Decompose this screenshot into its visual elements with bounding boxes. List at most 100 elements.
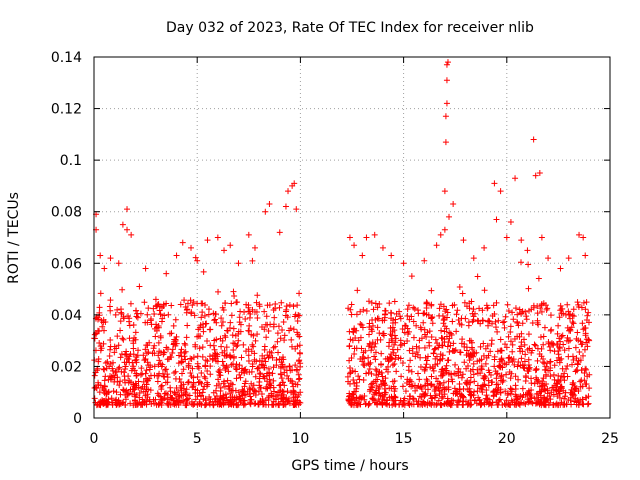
data-point [417, 383, 424, 390]
data-point [443, 100, 450, 107]
data-point [567, 327, 574, 334]
data-point [180, 366, 187, 373]
data-point [271, 314, 278, 321]
data-point [192, 343, 199, 350]
data-point [385, 358, 392, 365]
data-point [204, 367, 211, 374]
data-point [433, 242, 440, 249]
data-point [421, 344, 428, 351]
data-point [565, 308, 572, 315]
data-point [521, 358, 528, 365]
data-point [215, 288, 222, 295]
data-point [151, 342, 158, 349]
data-point [270, 344, 277, 351]
data-point [511, 336, 518, 343]
data-point [517, 348, 524, 355]
y-tick-label: 0.02 [51, 359, 82, 375]
data-point [106, 352, 113, 359]
data-point [251, 400, 258, 407]
data-point [142, 356, 149, 363]
data-point [196, 345, 203, 352]
data-point [475, 318, 482, 325]
data-point [538, 308, 545, 315]
data-point [272, 343, 279, 350]
data-point [421, 257, 428, 264]
data-point [348, 311, 355, 318]
data-point [117, 378, 124, 385]
data-point [507, 338, 514, 345]
data-point [242, 401, 249, 408]
data-point [248, 380, 255, 387]
data-point [366, 340, 373, 347]
data-point [383, 366, 390, 373]
data-point [508, 388, 515, 395]
data-point [432, 345, 439, 352]
data-point [202, 362, 209, 369]
data-point [459, 371, 466, 378]
data-point [514, 363, 521, 370]
data-point [254, 315, 261, 322]
data-point [286, 302, 293, 309]
data-point [101, 383, 108, 390]
data-point [561, 347, 568, 354]
data-point [469, 366, 476, 373]
data-point [206, 353, 213, 360]
data-point [214, 234, 221, 241]
data-point [133, 370, 140, 377]
data-point [441, 315, 448, 322]
data-point [215, 398, 222, 405]
y-tick-label: 0.04 [51, 308, 82, 324]
data-point [571, 398, 578, 405]
data-point [158, 318, 165, 325]
data-point [296, 375, 303, 382]
data-point [437, 231, 444, 238]
data-point [164, 371, 171, 378]
data-point [140, 352, 147, 359]
data-point [544, 305, 551, 312]
data-point [488, 337, 495, 344]
data-point [512, 386, 519, 393]
data-point [236, 362, 243, 369]
data-point [91, 395, 98, 402]
data-point [238, 354, 245, 361]
data-point [428, 314, 435, 321]
data-point [583, 299, 590, 306]
data-point [246, 314, 253, 321]
data-point [421, 331, 428, 338]
data-point [416, 393, 423, 400]
data-point [426, 339, 433, 346]
data-point [392, 352, 399, 359]
data-point [451, 385, 458, 392]
data-point [557, 338, 564, 345]
data-point [184, 300, 191, 307]
data-point [506, 368, 513, 375]
data-point [556, 378, 563, 385]
data-point [479, 307, 486, 314]
data-point [463, 380, 470, 387]
data-point [366, 400, 373, 407]
data-point [144, 311, 151, 318]
data-point [164, 379, 171, 386]
data-point [179, 239, 186, 246]
data-point [295, 371, 302, 378]
data-point [488, 379, 495, 386]
data-point [534, 303, 541, 310]
data-point [292, 362, 299, 369]
data-point [442, 308, 449, 315]
data-point [173, 252, 180, 259]
data-point [503, 234, 510, 241]
data-point [429, 314, 436, 321]
data-point [424, 386, 431, 393]
data-point [449, 318, 456, 325]
data-point [579, 320, 586, 327]
data-point [210, 401, 217, 408]
data-point [458, 391, 465, 398]
data-point [485, 367, 492, 374]
data-point [443, 333, 450, 340]
data-point [381, 380, 388, 387]
data-point [518, 355, 525, 362]
data-point [186, 392, 193, 399]
data-point [207, 342, 214, 349]
data-point [253, 388, 260, 395]
